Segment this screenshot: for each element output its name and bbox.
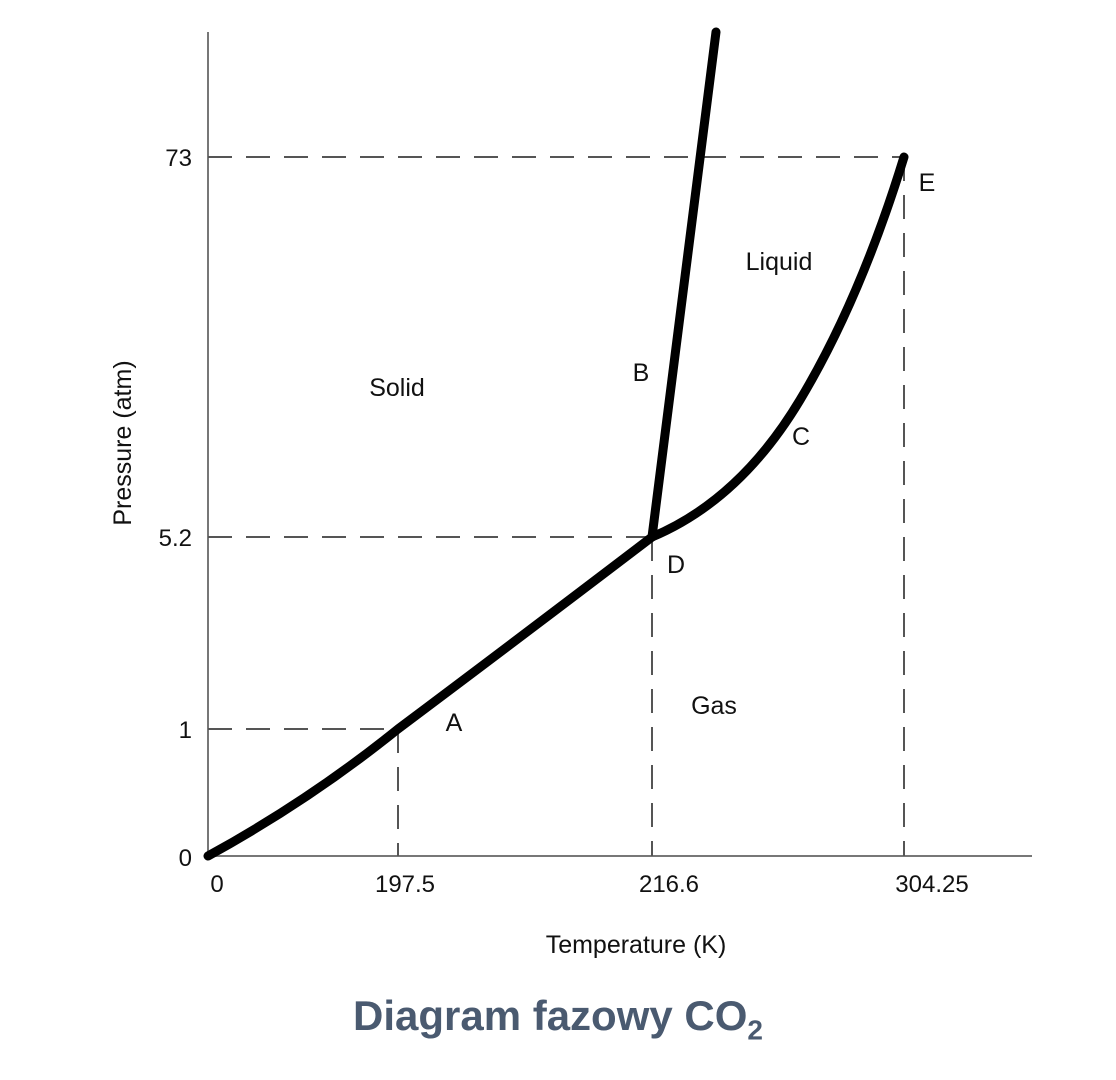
- sublimation-curve: [203, 532, 657, 861]
- x-tick-label: 0: [210, 871, 223, 898]
- y-tick-label: 5.2: [159, 525, 192, 552]
- x-tick-label: 216.6: [639, 871, 699, 898]
- region-label-liquid: Liquid: [746, 248, 813, 276]
- point-label-c: C: [792, 423, 810, 451]
- vaporization-curve: [647, 152, 909, 542]
- y-tick-label: 73: [165, 145, 192, 172]
- point-label-d: D: [667, 551, 685, 579]
- region-label-solid: Solid: [369, 374, 425, 402]
- caption-main: Diagram fazowy CO: [352, 992, 748, 1039]
- y-axis-title: Pressure (atm): [109, 360, 137, 525]
- point-label-b: B: [633, 359, 650, 387]
- y-tick-label: 0: [179, 845, 192, 872]
- region-label-gas: Gas: [691, 692, 737, 720]
- melting-curve: [647, 27, 721, 542]
- guide-lines: [208, 156, 905, 856]
- x-tick-label: 304.25: [895, 871, 968, 898]
- diagram-caption: Diagram fazowy CO2: [0, 992, 1116, 1046]
- x-tick-label: 197.5: [375, 871, 435, 898]
- point-label-e: E: [919, 169, 936, 197]
- point-label-a: A: [446, 709, 463, 737]
- x-axis-title: Temperature (K): [546, 931, 727, 959]
- caption-subscript: 2: [747, 1014, 763, 1046]
- y-tick-label: 1: [179, 717, 192, 744]
